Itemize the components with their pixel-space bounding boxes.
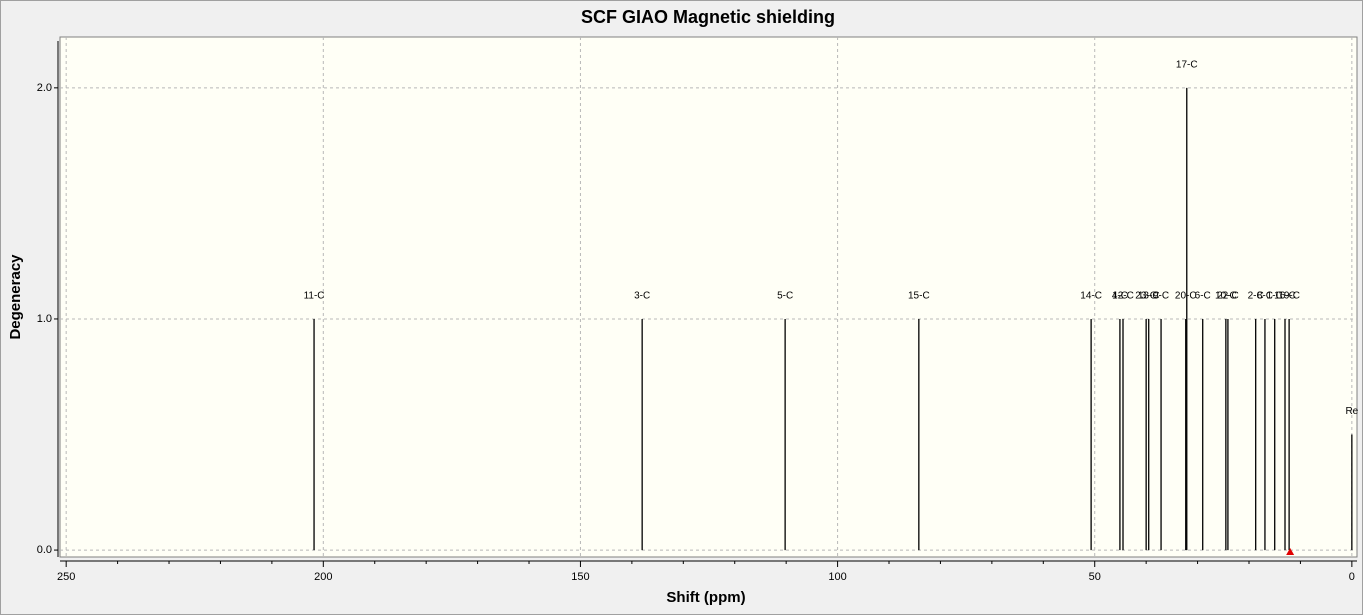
peak-label: 23-C — [1135, 291, 1157, 302]
peak-label: 20-C — [1175, 291, 1197, 302]
peak-label: 8-C — [1257, 291, 1273, 302]
peak-label: Re — [1345, 406, 1358, 417]
peak-label: 6-C — [1195, 291, 1211, 302]
peak-label: 2-C — [1248, 291, 1264, 302]
peak-label: 19-C — [1278, 291, 1300, 302]
cursor-marker — [1286, 548, 1295, 555]
peak-label: 9-C — [1153, 291, 1169, 302]
peak-label: 22-C — [1217, 291, 1239, 302]
peak-label: 17-C — [1176, 59, 1198, 70]
peak-label: 3-C — [634, 291, 650, 302]
x-tick-label: 150 — [571, 571, 589, 583]
chart-title: SCF GIAO Magnetic shielding — [581, 7, 835, 27]
x-tick-label: 100 — [828, 571, 846, 583]
peak-label: 12-C — [1112, 291, 1134, 302]
x-axis-title: Shift (ppm) — [666, 589, 745, 606]
x-tick-label: 250 — [57, 571, 75, 583]
peak-label: 4-C — [1112, 291, 1128, 302]
x-tick-label: 200 — [314, 571, 332, 583]
x-tick-label: 0 — [1349, 571, 1355, 583]
y-tick-label: 2.0 — [37, 82, 52, 94]
peak-label: 11-C — [304, 291, 325, 302]
y-tick-label: 0.0 — [37, 544, 52, 556]
y-tick-label: 1.0 — [37, 313, 52, 325]
peak-label: 15-C — [908, 291, 930, 302]
peak-label: 14-C — [1080, 291, 1102, 302]
peak-label: 16-C — [1274, 291, 1296, 302]
peak-label: 10-C — [1215, 291, 1237, 302]
peak-label: 5-C — [777, 291, 793, 302]
y-axis-title: Degeneracy — [7, 254, 24, 340]
peak-label: 1-C — [1267, 291, 1283, 302]
peak-label: 13-C — [1138, 291, 1160, 302]
x-tick-label: 50 — [1089, 571, 1101, 583]
plot-area — [59, 36, 1358, 558]
